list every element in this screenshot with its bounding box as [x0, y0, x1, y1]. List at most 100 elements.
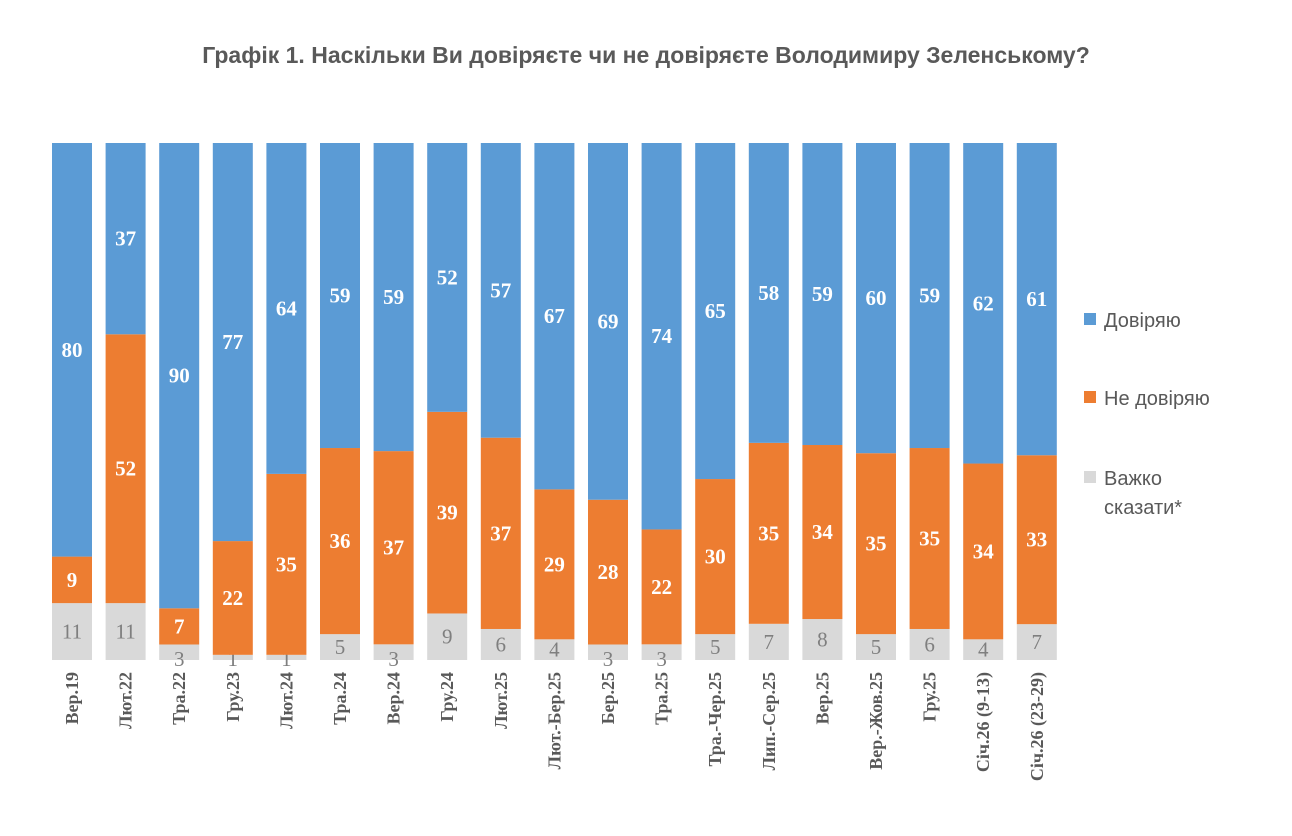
data-label: 4	[549, 638, 560, 662]
data-label: 34	[973, 539, 995, 563]
category-label: Тра.25	[652, 672, 672, 725]
data-label: 7	[1032, 630, 1043, 654]
category-label: Тра.22	[169, 672, 189, 725]
bar-segment	[909, 628, 950, 660]
data-label: 3	[656, 647, 667, 671]
bar-segment	[1016, 143, 1057, 456]
category-label: Тра.-Чер.25	[705, 672, 725, 767]
bar-segment	[534, 639, 575, 660]
data-label: 30	[705, 545, 726, 569]
data-label: 29	[544, 552, 565, 576]
bar-segment	[856, 143, 896, 454]
bar-segment	[802, 143, 843, 446]
data-label: 37	[490, 521, 511, 545]
bar-segment	[641, 143, 682, 530]
category-label: Тра.24	[330, 672, 350, 725]
bar-segment	[52, 556, 92, 604]
data-label: 4	[978, 638, 989, 662]
data-label: 59	[812, 282, 833, 306]
bar-segment	[1016, 624, 1057, 660]
bar-segment	[963, 143, 1004, 464]
bar-segment	[695, 634, 736, 660]
data-label: 39	[437, 501, 458, 525]
bar-segment	[963, 463, 1004, 640]
bar-segment	[427, 613, 468, 660]
bar-segment	[802, 445, 843, 620]
data-label: 6	[496, 632, 507, 656]
data-label: 28	[598, 560, 619, 584]
bar-segment	[480, 143, 521, 438]
bar-segment	[588, 143, 628, 500]
bar-segment	[105, 603, 146, 660]
bar-segment	[52, 143, 92, 557]
bar-segment	[748, 623, 789, 660]
data-label: 37	[115, 227, 136, 251]
bar-segment	[427, 411, 468, 614]
bar-segment	[802, 619, 843, 660]
category-label: Гру.24	[437, 672, 457, 722]
bar-segment	[266, 654, 307, 660]
bar-segment	[963, 639, 1004, 660]
bar-segment	[1016, 455, 1057, 625]
data-label: 35	[919, 527, 940, 551]
bar-segment	[856, 634, 896, 660]
category-label: Гру.25	[920, 672, 940, 722]
data-label: 1	[228, 647, 239, 671]
bar-segment	[266, 143, 307, 474]
bar-segment	[427, 143, 468, 412]
data-label: 67	[544, 304, 565, 328]
bar-segment	[105, 143, 146, 335]
data-label: 36	[330, 529, 351, 553]
data-label: 52	[115, 457, 136, 481]
data-label: 34	[812, 520, 834, 544]
legend-label: Не довіряю	[1104, 388, 1210, 410]
bar-segment	[52, 603, 92, 660]
category-label: Лип.-Сер.25	[759, 672, 779, 770]
data-label: 58	[758, 281, 779, 305]
data-label: 11	[115, 620, 135, 644]
legend-label: сказати*	[1104, 497, 1182, 519]
data-label: 52	[437, 265, 458, 289]
bar-segment	[534, 143, 575, 490]
bar-segment	[480, 437, 521, 629]
data-label: 5	[335, 635, 346, 659]
data-label: 1	[281, 647, 292, 671]
legend-swatch	[1084, 471, 1096, 483]
legend-swatch	[1084, 313, 1096, 325]
legend-swatch	[1084, 391, 1096, 403]
data-label: 8	[817, 628, 828, 652]
category-label: Січ.26 (23-29)	[1027, 672, 1048, 781]
data-label: 9	[442, 625, 453, 649]
data-label: 61	[1026, 287, 1047, 311]
legend-label: Важко	[1104, 468, 1162, 490]
data-label: 3	[603, 647, 614, 671]
bar-segment	[373, 143, 414, 452]
bar-segment	[373, 451, 414, 645]
bar-segment	[373, 644, 414, 660]
data-label: 60	[866, 286, 887, 310]
data-label: 59	[330, 284, 351, 308]
category-label: Вер.25	[812, 672, 832, 725]
bar-segment	[641, 529, 682, 645]
data-label: 3	[174, 647, 185, 671]
bar-segment	[588, 499, 628, 645]
category-label: Лют.25	[491, 672, 511, 729]
data-label: 59	[383, 285, 404, 309]
data-label: 11	[62, 620, 82, 644]
bar-segment	[534, 489, 575, 640]
data-label: 77	[222, 330, 243, 354]
data-label: 22	[651, 575, 672, 599]
data-label: 69	[598, 309, 619, 333]
data-label: 64	[276, 296, 298, 320]
chart-title: Графік 1. Наскільки Ви довіряєте чи не д…	[202, 42, 1090, 68]
bar-segment	[480, 628, 521, 660]
category-label: Гру.23	[223, 672, 243, 722]
bar-segment	[212, 143, 253, 542]
data-label: 7	[174, 614, 185, 638]
data-label: 74	[651, 324, 673, 348]
category-label: Лют.24	[276, 672, 296, 729]
data-label: 5	[871, 635, 882, 659]
bar-segment	[695, 143, 736, 480]
bar-segment	[695, 479, 736, 635]
